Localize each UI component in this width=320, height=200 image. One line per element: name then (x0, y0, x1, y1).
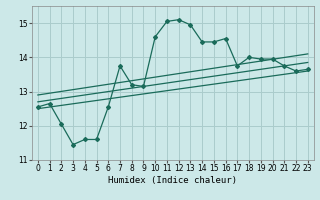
X-axis label: Humidex (Indice chaleur): Humidex (Indice chaleur) (108, 176, 237, 185)
